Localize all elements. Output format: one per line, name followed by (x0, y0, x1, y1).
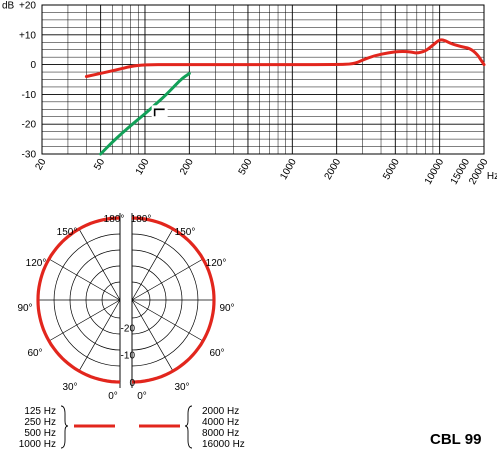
grid (41, 4, 485, 155)
legend-brace-right (184, 405, 193, 449)
polar-angle-label-left: 0° (108, 391, 118, 402)
polar-angle-label-right: 90° (219, 303, 234, 314)
x-tick-label: 1000 (278, 157, 299, 182)
polar-spoke (48, 299, 121, 342)
legend-frequency-left: 1000 Hz (19, 439, 56, 450)
polar-angle-label-left: 120° (26, 258, 47, 269)
y-tick-label: 0 (30, 60, 36, 71)
x-tick-label: 500 (237, 157, 255, 177)
polar-angle-label-right: 0° (137, 391, 147, 402)
polar-left-half (36, 213, 121, 388)
polar-angle-label-right: 150° (175, 227, 196, 238)
polar-spoke (131, 299, 204, 342)
bass-cut-switch-background (151, 105, 168, 118)
polar-angle-label-right: 180° (131, 214, 152, 225)
x-axis-label: Hz (487, 171, 497, 182)
legend-frequency-right: 4000 Hz (202, 417, 239, 428)
response-curve (84, 38, 486, 78)
x-tick-label: 100 (134, 157, 152, 177)
legend-frequency-left: 500 Hz (24, 428, 56, 439)
bass-cut-switch-symbol (153, 108, 165, 117)
x-tick-label: 20 (34, 157, 49, 173)
polar-angle-label-right: 30° (174, 382, 189, 393)
polar-pattern-curve (36, 216, 121, 384)
x-tick-label: 5000 (381, 157, 402, 182)
polar-radial-label: 0 (129, 378, 135, 389)
y-tick-label: +20 (19, 1, 36, 12)
model-label: CBL 99 (430, 431, 481, 448)
legend-frequency-left: 125 Hz (24, 406, 56, 417)
polar-spoke (131, 228, 174, 301)
polar-right-half (131, 213, 216, 388)
x-tick-label: 200 (178, 157, 196, 177)
polar-angle-label-right: 60° (209, 348, 224, 359)
y-axis-label: dB (2, 1, 15, 12)
y-tick-label: -20 (22, 120, 37, 131)
x-tick-label: 50 (92, 157, 107, 173)
polar-pattern-chart: 180° 150° 120° 90° 60° 30° 0° 180° 150° 120° 90° 60… (17, 213, 245, 450)
y-tick-label: -10 (22, 90, 37, 101)
polar-angle-label-right: 120° (206, 258, 227, 269)
frequency-response-chart: +20 +10 0 -10 -20 -30 dB 20 50 100 200 500 1000 2000 5… (2, 1, 497, 187)
legend-frequency-right: 2000 Hz (202, 406, 239, 417)
polar-angle-label-left: 180° (104, 214, 125, 225)
polar-spoke (48, 258, 121, 301)
legend-frequency-right: 8000 Hz (202, 428, 239, 439)
x-tick-label: 10000 (423, 157, 447, 187)
polar-angle-label-left: 30° (62, 382, 77, 393)
polar-spoke (131, 258, 204, 301)
x-tick-label: 2000 (323, 157, 344, 182)
polar-radial-label: -20 (121, 323, 136, 334)
polar-angle-label-left: 90° (17, 303, 32, 314)
y-tick-label: -30 (22, 150, 37, 161)
polar-spoke (131, 299, 174, 372)
polar-pattern-curve (131, 216, 216, 384)
polar-angle-label-left: 150° (57, 227, 78, 238)
bass-cut-switch-icon (151, 105, 168, 118)
polar-spoke (78, 228, 121, 301)
plot-border (41, 4, 485, 155)
polar-spoke (78, 299, 121, 372)
legend-frequency-left: 250 Hz (24, 417, 56, 428)
y-tick-label: +10 (19, 30, 36, 41)
bass-cut-curve (99, 72, 191, 156)
polar-angle-label-left: 60° (27, 348, 42, 359)
legend-brace-left (60, 405, 69, 449)
polar-radial-label: -10 (121, 351, 136, 362)
legend-frequency-right: 16000 Hz (202, 439, 245, 450)
